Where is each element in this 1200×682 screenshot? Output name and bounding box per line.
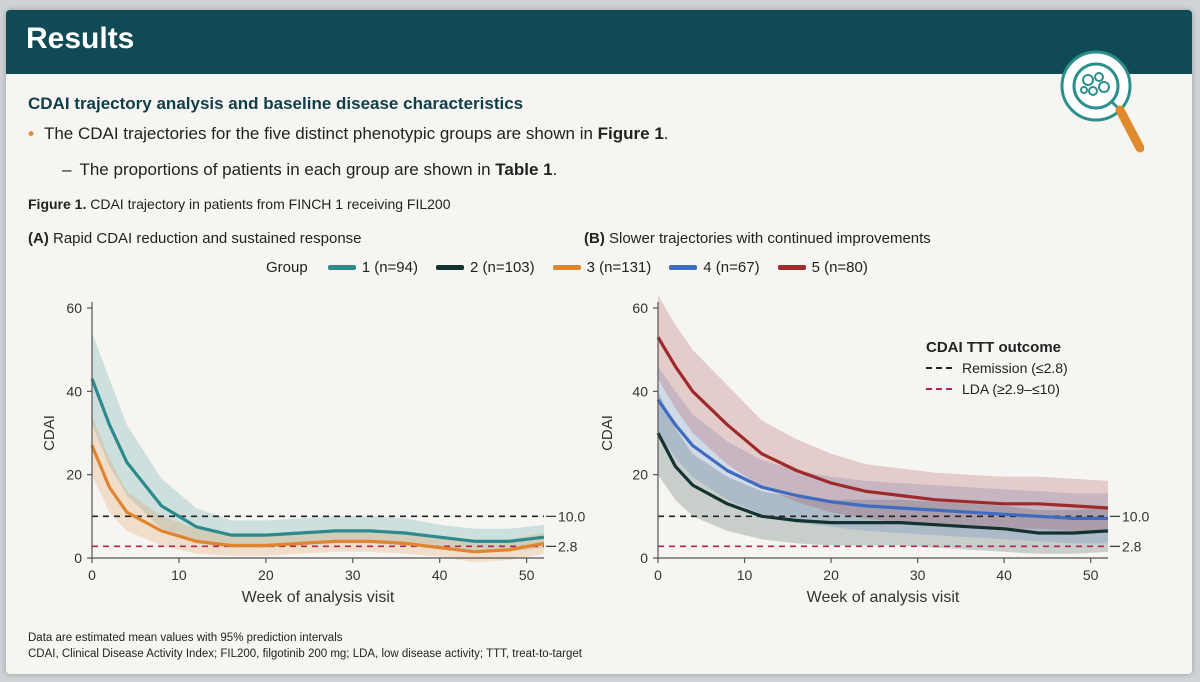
y-tick-label: 0 [74,550,82,566]
panel-b-letter: (B) [584,230,605,247]
x-tick-label: 10 [171,567,187,583]
bullet2-bold: Table 1 [495,160,553,179]
x-tick-label: 0 [88,567,96,583]
y-tick-label: 60 [632,300,648,316]
panel-a-letter: (A) [28,230,49,247]
y-tick-label: 60 [66,300,82,316]
page-title: Results [26,22,135,55]
x-axis-label: Week of analysis visit [242,589,395,606]
bullet-table-reference: – The proportions of patients in each gro… [62,160,557,180]
reference-label-0: 10.0 [558,508,585,524]
magnifier-icon [1054,44,1145,174]
legend-swatch [552,264,581,270]
legend-swatch [777,264,806,270]
footnote-data-note: Data are estimated mean values with 95% … [28,632,343,644]
series-line-1 [656,398,1108,520]
legend-label: 5 (n=80) [811,258,868,276]
poster: Results CDAI trajectory analysis and bas… [6,10,1192,674]
y-tick-label: 40 [632,383,648,399]
ttt-legend-lda-label: LDA (≥2.9–≤10) [962,381,1060,397]
legend-swatch [436,264,464,270]
bullet-figure-reference: • The CDAI trajectories for the five dist… [28,124,669,144]
y-axis-label: CDAI [41,415,58,451]
panel-b-text: Slower trajectories with continued impro… [604,230,931,247]
x-tick-label: 40 [996,567,1012,583]
series-line-1 [90,444,545,554]
x-tick-label: 40 [432,567,448,583]
panel-a-title: (A) Rapid CDAI reduction and sustained r… [28,230,362,247]
legend-label: 3 (n=131) [586,258,652,276]
ci-band-2 [658,295,1108,533]
bullet-dot: • [28,124,34,143]
bullet1-text: The CDAI trajectories for the five disti… [43,124,598,143]
reference-label-1: 2.8 [1122,538,1142,554]
ci-band-0 [92,333,544,552]
bullet1-end: . [663,124,669,143]
legend-item-group-4: 4 (n=67) [669,258,760,276]
legend-label: 1 (n=94) [361,258,418,276]
bullet1-bold: Figure 1 [597,124,664,143]
y-tick-label: 0 [640,550,648,566]
legend-label: 2 (n=103) [470,258,535,276]
y-tick-label: 20 [632,467,648,483]
x-tick-label: 20 [823,567,839,583]
bullet2-end: . [552,160,558,179]
x-tick-label: 30 [910,567,926,583]
figure-caption-label: Figure 1. [28,196,87,212]
x-tick-label: 30 [345,567,361,583]
section-subtitle: CDAI trajectory analysis and baseline di… [28,94,524,113]
x-axis-label: Week of analysis visit [807,589,960,606]
figure-caption: Figure 1. CDAI trajectory in patients fr… [28,196,451,212]
legend-item-group-2: 2 (n=103) [436,259,535,276]
legend-item-group-3: 3 (n=131) [552,258,652,276]
x-tick-label: 20 [258,567,274,583]
panel-b-title: (B) Slower trajectories with continued i… [584,230,931,247]
x-tick-label: 10 [737,567,753,583]
y-tick-label: 40 [66,383,82,399]
sub-bullet-dash: – [62,160,72,179]
y-axis-label: CDAI [599,415,616,451]
series-line-0 [90,378,545,543]
legend-item-group-5: 5 (n=80) [777,258,868,276]
footnote-abbreviations: CDAI, Clinical Disease Activity Index; F… [28,648,582,660]
reference-label-1: 2.8 [558,538,578,554]
chart-panel-b: 10.0 2.8 0 20 40 60 0 10 20 30 40 50 Week of analysi… [599,295,1149,606]
results-header: Results [6,10,1192,74]
x-tick-label: 50 [519,567,535,583]
x-tick-label: 50 [1083,567,1099,583]
series-line-0 [656,432,1109,535]
y-tick-label: 20 [66,467,82,483]
legend-swatch [327,264,356,270]
legend-item-group-1: 1 (n=94) [327,258,418,276]
series-line-2 [656,336,1109,510]
figure-caption-text: CDAI trajectory in patients from FINCH 1… [86,196,451,212]
legend-swatch [669,264,698,270]
bullet2-text: The proportions of patients in each grou… [79,160,496,179]
group-legend: Group 1 (n=94) 2 (n=103) 3 (n=131) 4 (n=… [266,256,886,278]
x-tick-label: 0 [654,567,662,583]
chart-panel-a: 10.0 2.8 0 20 40 60 0 10 20 30 40 50 Week of analysi… [41,300,585,606]
panel-a-text: Rapid CDAI reduction and sustained respo… [48,230,362,247]
legend-label: 4 (n=67) [703,258,760,276]
legend-title: Group [266,258,308,276]
ci-band-1 [658,366,1108,544]
ttt-legend-title: CDAI TTT outcome [926,339,1061,356]
reference-label-0: 10.0 [1122,508,1149,524]
ttt-legend-remission-label: Remission (≤2.8) [962,360,1068,376]
